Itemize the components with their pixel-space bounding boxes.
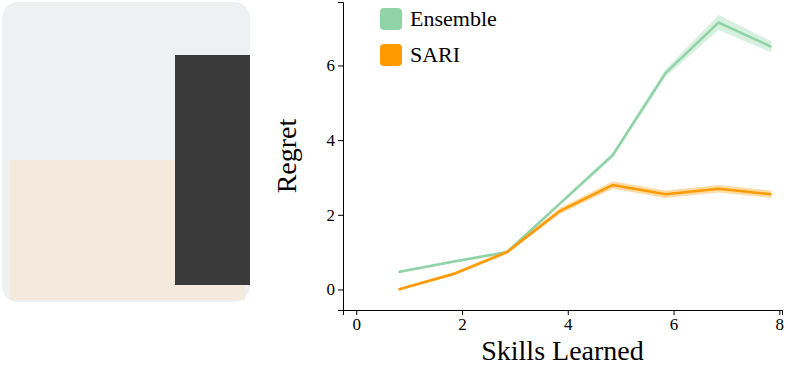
tick: 6 — [327, 56, 344, 75]
tick-label: 8 — [776, 315, 785, 334]
tick-label: 0 — [352, 315, 361, 334]
plot-area — [399, 15, 772, 291]
tick-label: 2 — [327, 206, 336, 225]
tick: 6 — [670, 310, 679, 334]
tick: 4 — [327, 131, 344, 150]
legend-swatch — [380, 8, 402, 30]
legend: Ensemble SARI — [380, 6, 497, 67]
photo-cabinet — [175, 55, 250, 285]
tick: 4 — [564, 310, 573, 334]
tick: 2 — [327, 206, 344, 225]
x-axis: 0 2 4 6 8 — [344, 310, 785, 334]
tick-label: 6 — [670, 315, 679, 334]
axis-line — [344, 311, 783, 316]
figure: 0 2 4 6 8 0 2 4 6 Skills Learned Regret Ensemble SAR… — [0, 0, 788, 366]
tick-label: 2 — [458, 315, 467, 334]
series-line — [399, 23, 772, 272]
y-axis-title: Regret — [271, 118, 302, 193]
tick-label: 4 — [327, 131, 336, 150]
photo-panel — [2, 2, 250, 302]
tick: 8 — [776, 310, 785, 334]
tick-label: 0 — [327, 280, 336, 299]
tick: 2 — [458, 310, 467, 334]
x-axis-title: Skills Learned — [481, 335, 644, 366]
tick-label: 4 — [564, 315, 573, 334]
y-axis: 0 2 4 6 — [327, 3, 344, 311]
series-line — [399, 185, 772, 290]
tick-mark — [338, 289, 343, 290]
error-band — [399, 15, 772, 273]
tick: 0 — [352, 310, 361, 334]
tick-mark — [338, 65, 343, 66]
legend-label: Ensemble — [410, 6, 497, 31]
legend-label: SARI — [410, 42, 460, 67]
tick-mark — [338, 215, 343, 216]
error-band — [399, 181, 772, 290]
tick: 0 — [327, 280, 344, 299]
tick-label: 6 — [327, 56, 336, 75]
axis-line — [338, 3, 344, 311]
tick-mark — [338, 140, 343, 141]
legend-swatch — [380, 44, 402, 66]
